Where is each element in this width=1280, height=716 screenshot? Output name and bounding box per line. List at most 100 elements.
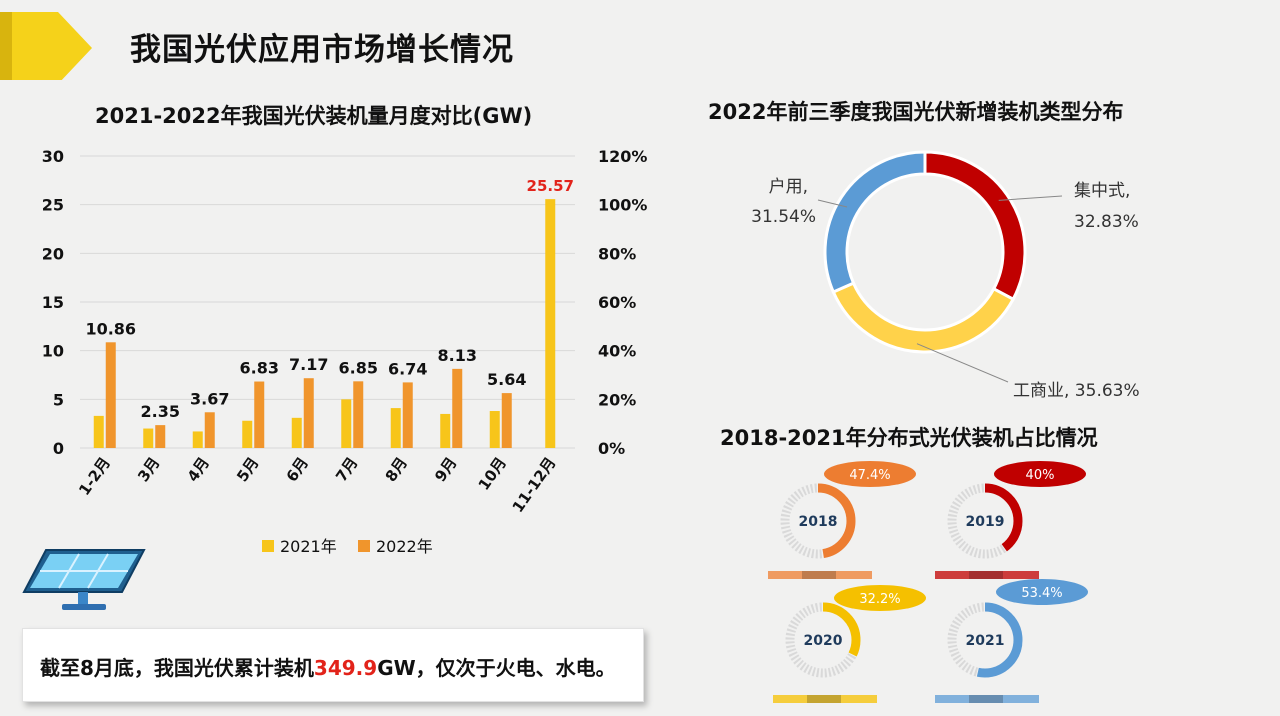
bar-2021	[291, 417, 302, 448]
data-label: 6.85	[339, 358, 378, 377]
header-accent-arrow	[0, 12, 92, 80]
bar-2022	[402, 382, 413, 448]
bar-2022	[452, 368, 463, 448]
x-tick-label: 7月	[332, 454, 361, 485]
data-label: 7.17	[289, 355, 328, 374]
data-label: 6.83	[240, 359, 279, 378]
solar-panel-icon	[22, 549, 146, 610]
deco-bar	[935, 695, 1039, 703]
year-label: 2019	[966, 514, 1005, 530]
bar-2021	[440, 413, 451, 448]
x-tick-label: 8月	[382, 454, 411, 485]
summary-post: GW，仅次于火电、水电。	[377, 656, 616, 680]
data-label: 8.13	[438, 346, 477, 365]
page-title: 我国光伏应用市场增长情况	[130, 32, 514, 68]
y-tick-label: 5	[53, 390, 64, 409]
bar-2022	[303, 378, 314, 448]
value-label: 32.2%	[859, 592, 900, 607]
value-bubble	[834, 585, 926, 611]
distributed-title: 2018-2021年分布式光伏装机占比情况	[720, 426, 1098, 450]
data-label: 5.64	[487, 370, 526, 389]
bar-2022	[353, 381, 364, 448]
data-label: 6.74	[388, 359, 427, 378]
slice-name-label: 户用,	[769, 177, 808, 197]
leader-line	[916, 343, 1009, 383]
monthly-bar-chart: 0 0% 5 20% 10 40% 15 60% 20 80% 25 100% 30 120% 10.86 1…	[42, 147, 648, 556]
donut-arc	[947, 483, 1023, 559]
bar-2021	[489, 411, 500, 448]
bar-2022	[254, 381, 265, 448]
y2-tick-label: 60%	[598, 293, 636, 312]
donut-arc	[785, 602, 861, 678]
summary-pre: 截至8月底，我国光伏累计装机	[40, 656, 314, 680]
deco-bar	[935, 571, 1039, 579]
slice-label: 工商业, 35.63%	[1013, 381, 1140, 401]
bar-2022	[155, 425, 166, 448]
deco-bar-mid	[969, 571, 1003, 579]
y2-tick-label: 100%	[598, 196, 647, 215]
type-donut-title: 2022年前三季度我国光伏新增装机类型分布	[708, 100, 1124, 124]
slice-pct-label: 32.83%	[1074, 212, 1139, 232]
bar-2022	[105, 342, 116, 448]
legend-label-2021: 2021年	[280, 537, 337, 556]
y2-tick-label: 40%	[598, 342, 636, 361]
x-tick-label: 11-12月	[509, 454, 560, 516]
x-tick-label: 10月	[475, 454, 510, 494]
y-tick-label: 10	[42, 342, 64, 361]
summary-box	[22, 628, 644, 702]
value-bubble	[996, 579, 1088, 605]
data-label: 2.35	[141, 402, 180, 421]
year-label: 2018	[799, 514, 838, 530]
type-donut-chart: 集中式, 32.83% 工商业, 35.63% 户用, 31.54%	[751, 150, 1140, 401]
value-bubble	[824, 461, 916, 487]
leader-line	[817, 199, 848, 208]
deco-bar-mid	[807, 695, 841, 703]
donut-arc	[780, 483, 856, 559]
y-tick-label: 15	[42, 293, 64, 312]
summary-text: 截至8月底，我国光伏累计装机349.9GW，仅次于火电、水电。	[40, 652, 616, 681]
y2-tick-label: 20%	[598, 390, 636, 409]
deco-bar-mid	[802, 571, 836, 579]
y-tick-label: 20	[42, 244, 64, 263]
distributed-donuts: 2018 47.4% 2019 40% 2020 32.2% 2021 53.4%	[768, 461, 1088, 703]
y-tick-label: 25	[42, 196, 64, 215]
deco-bar	[768, 571, 872, 579]
bar-2021	[192, 431, 203, 448]
donut-slice	[823, 150, 927, 294]
bar-2021	[93, 415, 104, 448]
y2-tick-label: 120%	[598, 147, 647, 166]
y2-tick-label: 0%	[598, 439, 625, 458]
bar-2022	[501, 393, 512, 448]
data-label: 10.86	[85, 319, 136, 338]
x-tick-label: 5月	[233, 454, 262, 485]
x-tick-label: 3月	[134, 454, 163, 485]
y-tick-label: 0	[53, 439, 64, 458]
bar-2022	[545, 199, 556, 448]
y2-tick-label: 80%	[598, 244, 636, 263]
x-tick-label: 1-2月	[75, 454, 114, 499]
year-label: 2021	[966, 633, 1005, 649]
x-tick-label: 9月	[431, 454, 460, 485]
donut-slice	[831, 281, 1016, 354]
year-label: 2020	[804, 633, 843, 649]
value-label: 53.4%	[1021, 586, 1062, 601]
slice-pct-label: 31.54%	[751, 207, 816, 227]
leader-line	[998, 195, 1063, 201]
bar-2021	[242, 420, 253, 448]
donut-slice	[923, 150, 1027, 302]
bar-2021	[390, 408, 401, 448]
y-tick-label: 30	[42, 147, 64, 166]
bar-chart-title: 2021-2022年我国光伏装机量月度对比(GW)	[95, 104, 533, 128]
donut-arc	[947, 602, 1023, 678]
bar-2021	[143, 428, 154, 448]
bar-2022	[204, 412, 215, 448]
value-label: 40%	[1026, 468, 1055, 483]
value-label: 47.4%	[849, 468, 890, 483]
legend-swatch-2021	[262, 540, 274, 552]
value-bubble	[994, 461, 1086, 487]
x-tick-label: 6月	[283, 454, 312, 485]
deco-bar-mid	[969, 695, 1003, 703]
deco-bar	[773, 695, 877, 703]
legend-swatch-2022	[358, 540, 370, 552]
x-tick-label: 4月	[184, 454, 213, 485]
